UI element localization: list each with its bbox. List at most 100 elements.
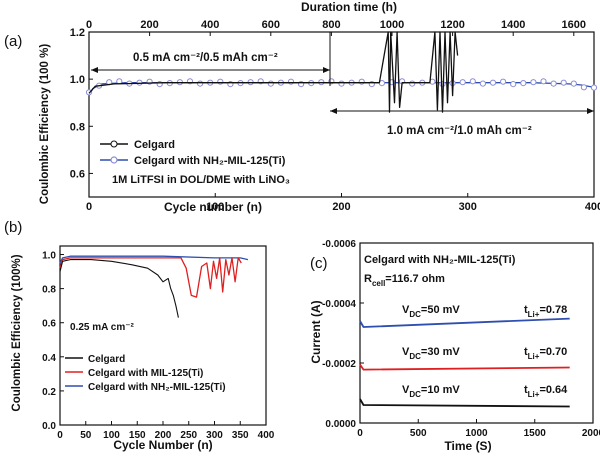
series-a-nh2-marker: [287, 78, 295, 85]
panel-b-xtick-label-8: 400: [258, 430, 275, 441]
series-a-nh2-marker: [550, 80, 557, 87]
panel-c-rcell: Rcell=116.7 ohm: [364, 273, 445, 288]
panel-b: (b) 0 50 100 150 200 250 300 350 400 0.0 0.2 0.4 0.6…: [4, 219, 275, 452]
legend-a-celgard-label: Celgard: [134, 139, 175, 151]
panel-a-top-axis-label: Duration time (h): [301, 0, 397, 14]
series-a-nh2-marker: [489, 79, 497, 86]
panel-a-top-tick-label-4: 800: [322, 19, 340, 31]
panel-c-xtick-label-1: 500: [410, 428, 427, 439]
panel-a-xtick-label-2: 200: [332, 201, 350, 213]
series-b-nh2-line: [59, 255, 249, 264]
panel-b-ytick-label-2: 0.4: [42, 353, 56, 364]
panel-a-top-tick-label-5: 1000: [380, 19, 404, 31]
series-a-nh2-marker: [338, 80, 345, 87]
series-a-nh2-marker: [590, 84, 598, 91]
legend-b-nh2: Celgard with NH₂-MIL-125(Ti): [65, 382, 226, 393]
panel-c-curve-labels: VDC=50 mV tLi+=0.78 VDC=30 mV tLi+=0.70 VDC=…: [402, 304, 568, 399]
panel-a-ytick-label-2: 1.0: [70, 74, 85, 86]
curve-label-tli-0: tLi+=0.78: [524, 304, 567, 319]
panel-b-xtick-label-3: 150: [129, 430, 146, 441]
panel-a-xtick-label-0: 0: [86, 201, 92, 213]
panel-c-label: (c): [310, 255, 328, 272]
panel-a-axes: 0 100 200 300 400 0.6 0.8 1.0 1.2: [70, 27, 600, 213]
legend-a-nh2-label: Celgard with NH₂-MIL-125(Ti): [134, 155, 286, 167]
panel-a-top-tick-label-6: 1200: [440, 19, 464, 31]
panel-a-top-tick-label-7: 1400: [501, 19, 525, 31]
series-b-celgard-line: [59, 259, 179, 318]
panel-a-xtick-label-4: 400: [585, 201, 600, 213]
panel-c-ytick-label-1: -0.0002: [322, 359, 356, 370]
series-a-nh2-marker: [217, 78, 224, 85]
rcell-value: =116.7 ohm: [385, 273, 445, 285]
panel-a-top-tick-label-0: 0: [86, 19, 92, 31]
panel-a-ylabel: Coulombic Efficiency (100 %): [39, 44, 51, 205]
series-a-nh2-marker: [267, 80, 274, 87]
panel-b-ytick-label-4: 0.8: [42, 285, 56, 296]
panel-a-xtick-label-1: 100: [206, 201, 224, 213]
curve-label-vdc-0: VDC=50 mV: [402, 304, 460, 319]
panel-a-ytick-label-3: 1.2: [70, 27, 85, 39]
series-b-mil125-line: [59, 257, 242, 298]
series-a-nh2-marker: [500, 78, 507, 85]
annotation-0-5: 0.5 mA cm⁻²/0.5 mAh cm⁻²: [91, 32, 331, 86]
panel-b-ylabel: Coulombic Efficiency (100%): [11, 254, 23, 411]
panel-b-series: [59, 255, 249, 318]
series-a-nh2-marker: [580, 84, 588, 91]
panel-b-plot-frame: [59, 245, 267, 426]
panel-b-legend: Celgard Celgard with MIL-125(Ti) Celgard…: [65, 354, 226, 393]
panel-c-title: Celgard with NH₂-MIL-125(Ti): [364, 254, 516, 266]
legend-a-nh2: Celgard with NH₂-MIL-125(Ti): [100, 155, 286, 167]
panel-b-label: (b): [4, 219, 22, 236]
legend-b-celgard: Celgard: [65, 354, 125, 365]
panel-c-xtick-label-0: 0: [357, 428, 363, 439]
series-a-nh2-marker: [409, 80, 416, 87]
legend-b-celgard-label: Celgard: [88, 354, 125, 365]
panel-b-xtick-label-4: 200: [155, 430, 172, 441]
panel-c-xlabel: Time (S): [444, 439, 491, 453]
panel-a-top-tick-label-1: 200: [140, 19, 158, 31]
panel-b-xtick-label-5: 250: [180, 430, 197, 441]
series-a-nh2-marker: [459, 79, 466, 86]
panel-c-ytick-label-3: -0.0006: [322, 239, 356, 250]
electrolyte-label: 1M LiTFSI in DOL/DME with LiNO₃: [112, 174, 290, 186]
panel-a-top-tick-label-2: 400: [201, 19, 219, 31]
panel-b-current-label: 0.25 mA cm⁻²: [70, 322, 134, 333]
panel-a-xtick-label-3: 300: [459, 201, 477, 213]
curve-label-tli-1: tLi+=0.70: [524, 346, 567, 361]
series-a-celgard-line: [88, 31, 459, 113]
panel-b-ytick-label-0: 0.0: [42, 421, 56, 432]
panel-b-ytick-label-1: 0.2: [42, 387, 56, 398]
series-a-nh2-marker: [479, 80, 486, 87]
panel-b-xtick-label-0: 0: [57, 430, 63, 441]
legend-b-mil125: Celgard with MIL-125(Ti): [65, 368, 203, 379]
legend-b-nh2-label: Celgard with NH₂-MIL-125(Ti): [88, 382, 226, 393]
legend-a-celgard: Celgard: [100, 139, 175, 151]
panel-a-top-tick-label-8: 1600: [562, 19, 586, 31]
panel-c-ytick-label-2: -0.0004: [322, 299, 356, 310]
panel-c-xtick-label-3: 1500: [524, 428, 547, 439]
panel-b-xlabel: Cycle Number (n): [113, 438, 212, 452]
panel-b-ytick-label-5: 1.0: [42, 251, 56, 262]
panel-b-xtick-label-6: 300: [206, 430, 223, 441]
series-a-nh2-marker: [560, 79, 567, 86]
series-a-nh2-marker: [469, 78, 476, 85]
panel-c-xtick-label-2: 1000: [465, 428, 488, 439]
annotation-1-text: 0.5 mA cm⁻²/0.5 mAh cm⁻²: [133, 52, 278, 64]
panel-a-label: (a): [4, 33, 22, 50]
series-a-nh2-marker: [510, 81, 517, 88]
panel-a-top-ticks: 0 200 400 600 800 1000 1200 1400 1600: [86, 19, 586, 36]
panel-a-xlabel: Cycle number (n): [164, 200, 262, 214]
series-c-curve-1: [359, 363, 570, 371]
series-a-nh2-marker: [439, 81, 446, 88]
panel-b-xtick-label-7: 350: [232, 430, 249, 441]
panel-c-ytick-label-0: 0.0000: [325, 419, 356, 430]
panel-c-ylabel: Current (A): [309, 300, 323, 363]
panel-a-ytick-label-0: 0.6: [70, 168, 85, 180]
panel-a-top-tick-label-3: 600: [262, 19, 280, 31]
curve-label-vdc-1: VDC=30 mV: [402, 346, 460, 361]
series-a-nh2-marker: [197, 80, 204, 87]
